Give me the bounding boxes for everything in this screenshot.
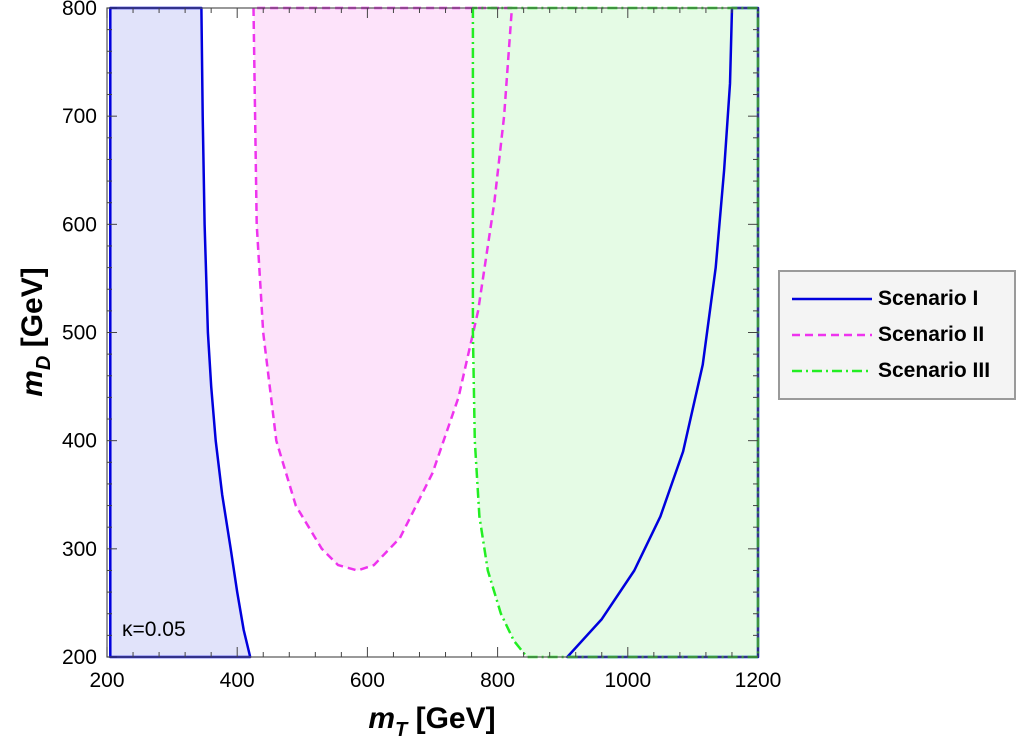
y-tick-label: 200: [62, 646, 97, 669]
y-tick-label: 800: [62, 0, 97, 20]
legend: Scenario I Scenario II Scenario III: [778, 270, 1016, 400]
axis-ticks: [106, 7, 759, 658]
series-2-region-1-boundary: [252, 6, 514, 572]
x-axis-title: mT [GeV]: [368, 702, 495, 741]
x-tick-label: 800: [480, 669, 515, 692]
kappa-annotation: κ=0.05: [122, 618, 186, 641]
y-tick-label: 400: [62, 430, 97, 453]
legend-label-scenario-2: Scenario II: [878, 323, 985, 346]
legend-label-scenario-3: Scenario III: [878, 359, 991, 382]
series-3-region-1-fill: [472, 8, 758, 657]
x-tick-label: 200: [89, 669, 124, 692]
legend-item-scenario-2: Scenario II: [792, 318, 984, 352]
tick-labels: 200 400 600 800 1000 1200 200 300 400 500 600 700 80…: [62, 0, 781, 692]
legend-swatch-scenario-1: [792, 297, 872, 301]
y-tick-label: 300: [62, 538, 97, 561]
y-tick-label: 600: [62, 213, 97, 236]
legend-label-scenario-1: Scenario I: [878, 287, 979, 310]
legend-swatch-scenario-2: [792, 333, 872, 337]
x-tick-label: 600: [350, 669, 385, 692]
x-tick-label: 1200: [735, 669, 782, 692]
legend-item-scenario-3: Scenario III: [792, 354, 990, 388]
x-tick-label: 1000: [604, 669, 651, 692]
series-1-region-1-boundary: [109, 6, 252, 659]
x-tick-label: 400: [220, 669, 255, 692]
y-tick-label: 700: [62, 105, 97, 128]
series-1-region-1-fill: [110, 8, 251, 657]
y-tick-label: 500: [62, 322, 97, 345]
y-axis-title: mD [GeV]: [16, 267, 55, 397]
legend-swatch-scenario-3: [792, 369, 872, 373]
legend-item-scenario-1: Scenario I: [792, 282, 978, 316]
